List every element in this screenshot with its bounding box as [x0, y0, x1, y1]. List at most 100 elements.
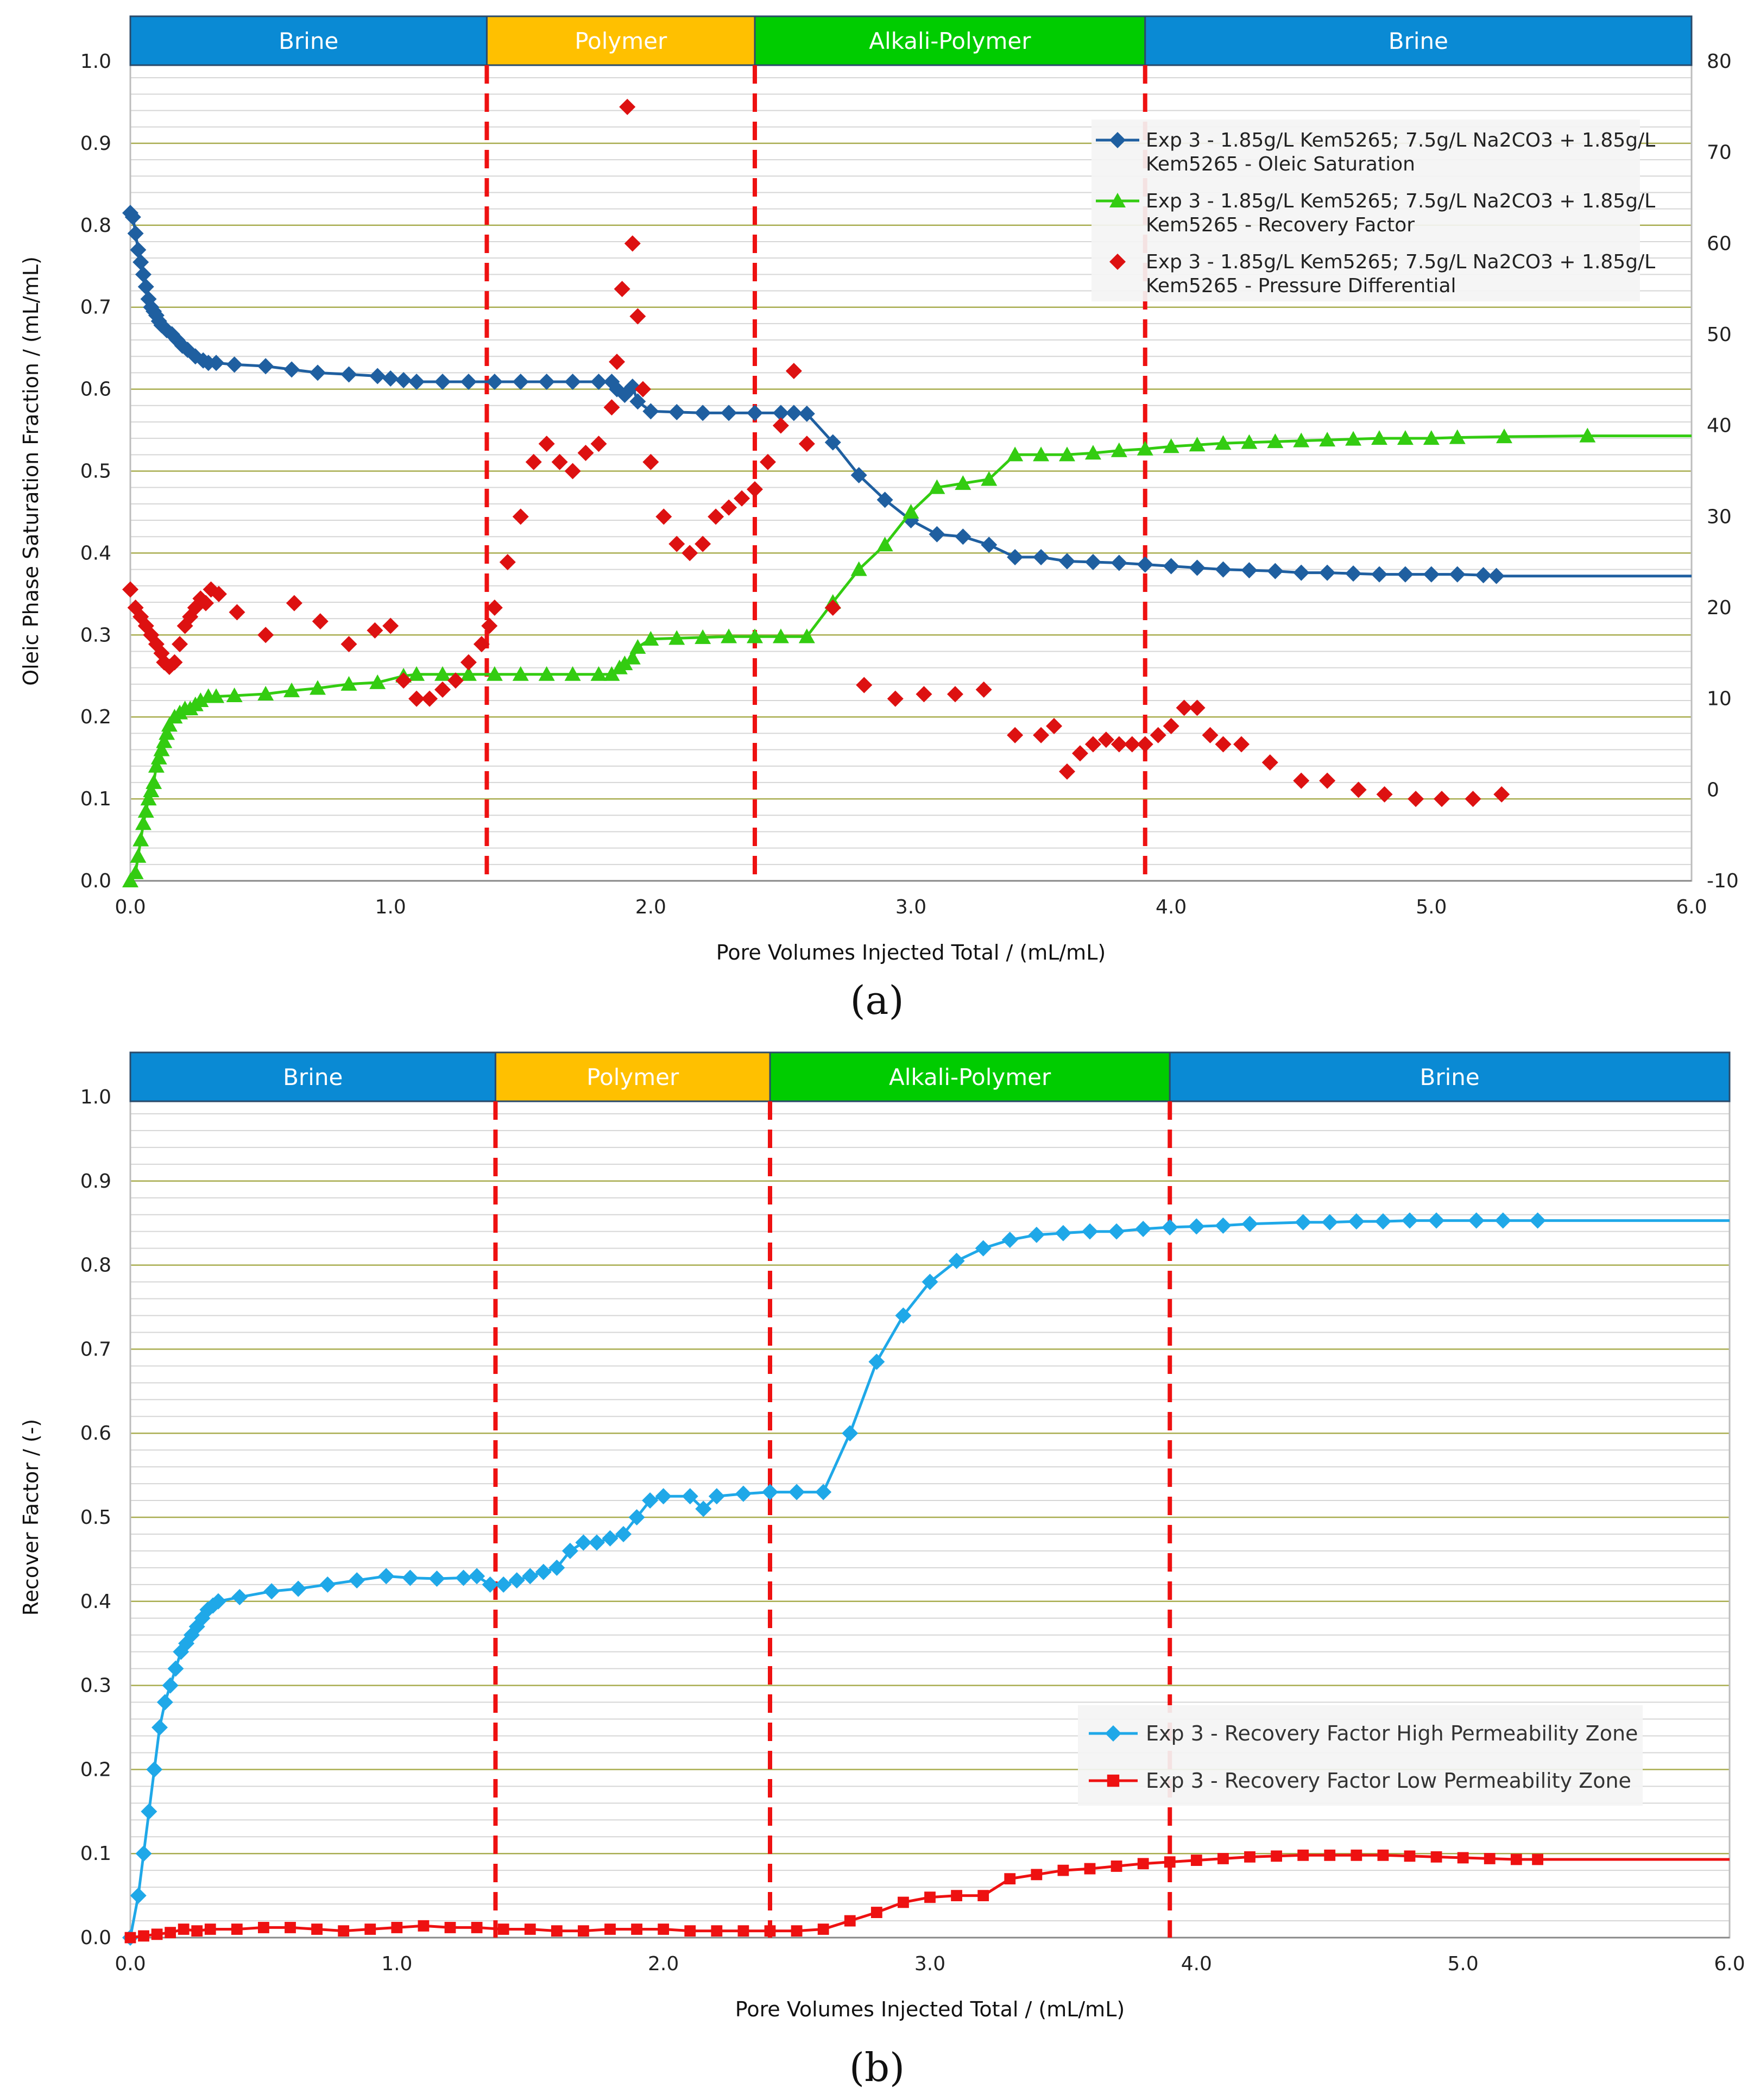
data-point — [619, 98, 636, 115]
data-point — [876, 491, 893, 508]
data-point — [977, 1890, 989, 1901]
y-tick-label: 0.5 — [80, 461, 111, 483]
legend-label: Exp 3 - 1.85g/L Kem5265; 7.5g/L Na2CO3 +… — [1146, 129, 1655, 152]
data-point — [798, 405, 815, 422]
data-point — [898, 1896, 909, 1908]
y-tick-label: 0.7 — [80, 297, 111, 319]
data-point — [1408, 791, 1424, 808]
data-point — [434, 374, 451, 390]
data-point — [1046, 717, 1063, 734]
data-point — [951, 1890, 962, 1901]
data-point — [1404, 1850, 1416, 1862]
data-point — [444, 1922, 456, 1933]
data-point — [135, 1845, 152, 1862]
data-point — [1319, 772, 1336, 789]
data-point — [602, 1530, 619, 1547]
y-tick-label: 0.1 — [80, 788, 111, 810]
data-point — [535, 1563, 552, 1580]
data-point — [564, 666, 581, 681]
x-tick-label: 5.0 — [1448, 1953, 1479, 1975]
data-point — [929, 526, 945, 543]
x-tick-label: 5.0 — [1416, 896, 1447, 918]
data-point — [473, 636, 490, 653]
data-point — [629, 308, 646, 325]
data-point — [231, 1924, 243, 1935]
data-point — [130, 848, 147, 863]
data-point — [1084, 736, 1101, 753]
data-point — [551, 453, 568, 470]
data-point — [1371, 566, 1387, 583]
data-point — [604, 1924, 616, 1935]
legend-label: Exp 3 - Recovery Factor High Permeabilit… — [1146, 1721, 1638, 1745]
data-point — [391, 1922, 403, 1933]
data-point — [759, 453, 776, 470]
data-point — [538, 436, 555, 452]
data-point — [310, 364, 326, 381]
y-tick-label: 0.0 — [80, 870, 111, 892]
data-point — [191, 1925, 203, 1937]
data-point — [817, 1924, 829, 1935]
data-point — [133, 831, 149, 847]
data-point — [290, 1580, 307, 1597]
phase-label-3: Alkali-Polymer — [889, 1064, 1051, 1090]
x-tick-label: 3.0 — [914, 1953, 945, 1975]
data-point — [312, 613, 329, 630]
legend-marker — [1105, 1725, 1121, 1742]
data-point — [178, 1924, 190, 1935]
data-point — [551, 1925, 563, 1937]
data-point — [127, 225, 144, 242]
y-tick-label: 0.0 — [80, 1927, 111, 1949]
legend-item-3: Exp 3 - 1.85g/L Kem5265; 7.5g/L Na2CO3 +… — [1109, 251, 1655, 297]
data-point — [747, 481, 763, 498]
data-point — [1241, 562, 1258, 579]
data-point — [1293, 564, 1310, 581]
data-point — [1028, 1226, 1045, 1243]
y2-tick-label: 60 — [1707, 232, 1732, 255]
phase-bar-1 — [129, 1051, 496, 1102]
x-tick-label: 1.0 — [381, 1953, 412, 1975]
data-point — [1397, 430, 1414, 445]
phase-label-2: Polymer — [575, 28, 667, 54]
data-point — [512, 666, 529, 681]
data-point — [283, 361, 300, 378]
data-point — [1374, 1213, 1391, 1230]
data-point — [434, 681, 451, 698]
data-point — [642, 630, 659, 646]
data-point — [486, 374, 503, 390]
data-point — [868, 1353, 885, 1370]
data-point — [1084, 1863, 1096, 1875]
data-point — [791, 1925, 803, 1937]
data-point — [734, 490, 750, 507]
data-point — [508, 1572, 525, 1589]
data-point — [434, 666, 451, 681]
data-point — [1137, 736, 1153, 753]
data-point — [895, 1307, 912, 1324]
y-tick-label: 1.0 — [80, 1086, 111, 1108]
data-point — [226, 356, 243, 373]
data-point — [151, 1928, 163, 1940]
data-point — [148, 758, 165, 773]
y-tick-label: 0.6 — [80, 379, 111, 401]
data-point — [856, 677, 873, 693]
data-point — [603, 399, 620, 416]
data-point — [208, 355, 225, 371]
data-point — [1004, 1873, 1016, 1885]
data-point — [548, 1559, 565, 1576]
y-tick-label: 0.5 — [80, 1506, 111, 1529]
data-point — [922, 1273, 938, 1290]
legend-marker — [1109, 132, 1126, 148]
series-2 — [124, 1849, 1730, 1944]
data-point — [283, 682, 300, 697]
data-point — [615, 1525, 632, 1542]
data-point — [166, 654, 183, 671]
data-point — [1111, 554, 1127, 571]
data-point — [975, 1240, 992, 1257]
y-tick-label: 0.4 — [80, 542, 111, 564]
data-point — [1057, 1864, 1069, 1876]
data-point — [1111, 442, 1127, 457]
data-point — [1449, 429, 1466, 444]
data-point — [471, 1922, 483, 1933]
data-point — [226, 687, 243, 702]
caption-a: (a) — [850, 978, 904, 1023]
data-point — [369, 674, 386, 689]
